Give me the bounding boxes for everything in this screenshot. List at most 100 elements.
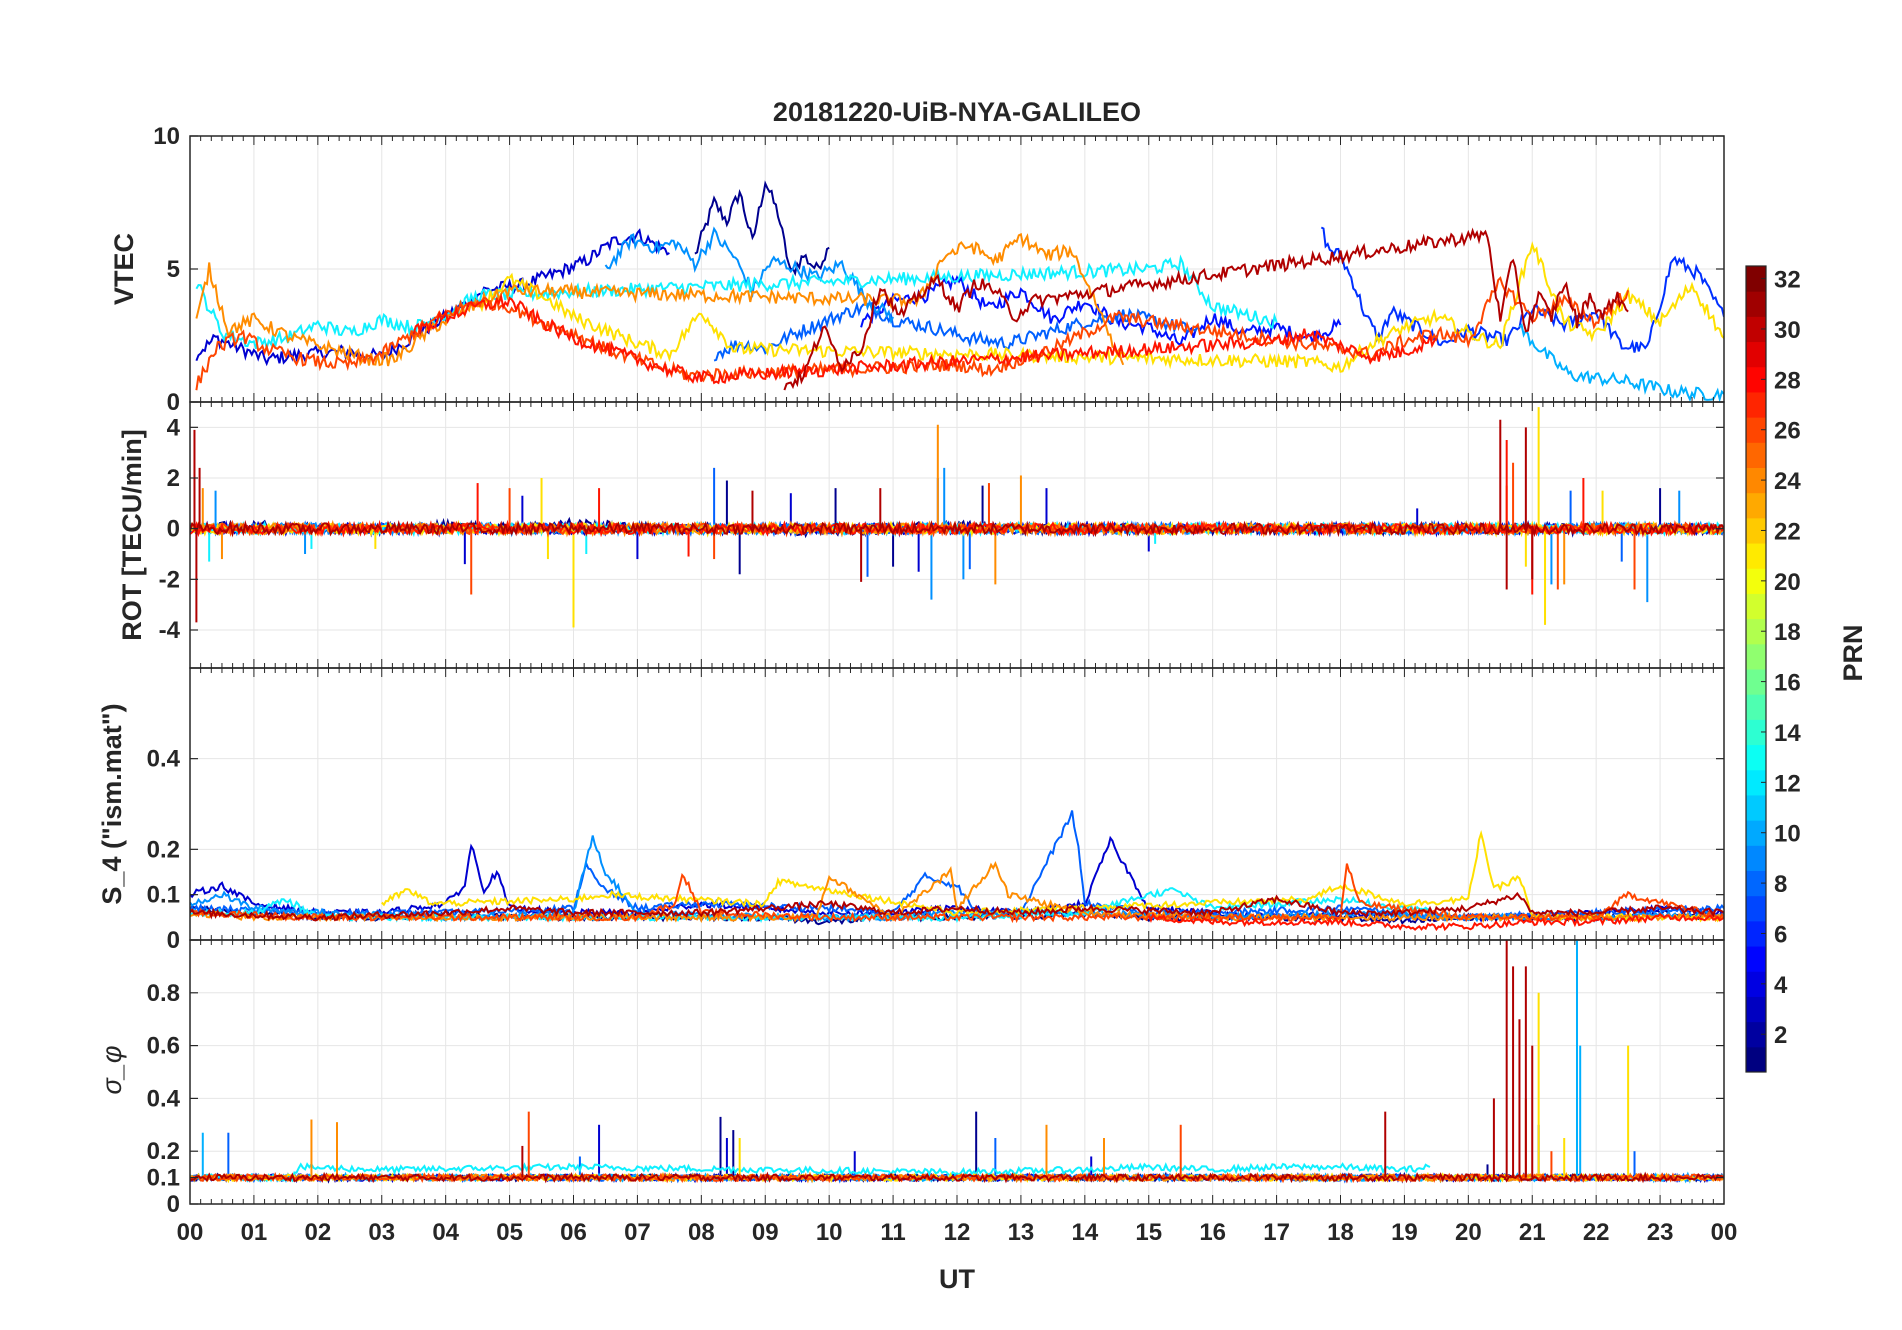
y-tick-label: 0.2 [147,1138,180,1165]
series-line-prn-31 [190,891,1724,922]
colorbar-segment [1746,291,1766,317]
frame-sigma-phi [189,939,1725,1205]
y-label-s4: S_4 ("ism.mat") [97,703,127,904]
colorbar-tick-label: 22 [1774,518,1801,545]
series-line-prn-13 [195,254,1278,352]
y-label-vtec: VTEC [109,233,139,305]
x-tick-label: 02 [304,1219,331,1246]
panel-vtec: 0 5 10 VTEC [109,123,1725,416]
colorbar-segment [1746,568,1766,594]
series-line-prn-13 [190,1162,1431,1183]
colorbar-segment [1746,719,1766,746]
series-line-prn-31 [190,1171,1724,1184]
colorbar-tick-label: 20 [1774,569,1801,596]
colorbar-tick-label: 2 [1774,1022,1787,1049]
x-tick-label: 17 [1263,1219,1290,1246]
colorbar-segment [1746,643,1766,670]
y-tick-label: 0.4 [147,1085,181,1112]
x-axis-label: UT [939,1264,975,1294]
panel-rot: -4 -2 0 2 4 ROT [TECU/min] [117,401,1725,669]
y-tick-label: 0.6 [147,1033,180,1060]
colorbar-segment [1746,946,1766,972]
x-tick-label: 21 [1519,1219,1546,1246]
colorbar-segment [1746,694,1766,720]
x-tick-label: 15 [1135,1219,1162,1246]
x-tick-label: 10 [816,1219,843,1246]
series-vtec [195,180,1724,402]
colorbar-segment [1746,794,1766,821]
y-ticks-vtec: 0 5 10 [153,123,180,416]
colorbar-tick-label: 24 [1774,468,1801,495]
series-s4 [190,810,1724,932]
y-tick-label: 0.8 [147,980,180,1007]
y-tick-label: 0.1 [147,882,180,909]
y-label-rot: ROT [TECU/min] [117,429,147,640]
colorbar-label: PRN [1838,624,1868,681]
colorbar-segment [1746,467,1766,494]
y-tick-label: 0 [167,516,180,543]
colorbar-tick-label: 4 [1774,972,1788,999]
x-tick-label: 14 [1071,1219,1098,1246]
y-label-sigma-phi: σ_φ [97,1046,127,1095]
x-tick-label: 16 [1199,1219,1226,1246]
y-tick-label: 0 [167,389,180,416]
colorbar-segment [1746,895,1766,922]
colorbar-tick-label: 28 [1774,367,1801,394]
x-tick-label: 07 [624,1219,651,1246]
colorbar-frame [1745,265,1767,1073]
colorbar-tick-label: 6 [1774,921,1787,948]
colorbar-segment [1746,971,1766,997]
series-line-prn-8 [713,301,1201,362]
grid-vtec [190,135,1724,403]
y-tick-label: 0 [167,1191,180,1218]
y-tick-label: 10 [153,123,180,150]
y-tick-label: 5 [167,256,180,283]
x-tick-label: 19 [1391,1219,1418,1246]
colorbar-tick-label: 32 [1774,267,1801,294]
y-tick-label: 0.1 [147,1165,180,1192]
colorbar-tick-label: 16 [1774,670,1801,697]
series-line-prn-20 [476,241,1724,374]
series-line-prn-11 [1518,323,1724,402]
x-tick-labels: 00 01 02 03 04 05 06 07 08 09 10 11 12 13 14 15 16 17 18 19… [177,1219,1738,1246]
colorbar-segment [1746,391,1766,418]
colorbar-segment [1746,996,1766,1023]
x-tick-label: 11 [880,1219,905,1246]
y-ticks-s4: 0 0.1 0.2 0.4 [147,746,181,954]
x-tick-label: 08 [688,1219,715,1246]
series-rot [190,407,1724,628]
series-line-prn-2 [694,180,830,277]
colorbar-tick-label: 26 [1774,418,1801,445]
y-ticks-sigma-phi: 00.10.2 0.4 0.6 0.8 [147,980,181,1218]
colorbar-segment [1746,870,1766,897]
x-tick-label: 05 [496,1219,523,1246]
colorbar-segment [1746,920,1766,947]
colorbar-segment [1746,492,1766,519]
colorbar-segment [1746,1046,1766,1073]
y-ticks-rot: -4 -2 0 2 4 [159,414,181,644]
x-tick-label: 23 [1647,1219,1674,1246]
colorbar-segment [1746,845,1766,871]
x-tick-label: 22 [1583,1219,1610,1246]
y-tick-label: -2 [159,566,180,593]
colorbar-tick-label: 30 [1774,317,1801,344]
series-line-prn-26 [195,276,1630,391]
colorbar-tick-label: 14 [1774,720,1801,747]
grid-s4 [190,668,1724,941]
x-tick-label: 00 [1711,1219,1738,1246]
panel-s4: 0 0.1 0.2 0.4 S_4 ("ism.mat") [97,667,1725,954]
colorbar-segment [1746,266,1766,292]
x-tick-label: 01 [241,1219,268,1246]
colorbar-segment [1746,341,1766,368]
colorbar-segment [1746,669,1766,695]
x-tick-label: 09 [752,1219,779,1246]
series-line-prn-28 [1147,912,1724,932]
x-tick-label: 13 [1008,1219,1035,1246]
colorbar-tick-label: 12 [1774,770,1801,797]
colorbar-tick-label: 18 [1774,619,1801,646]
series-line-prn-31 [190,519,1724,538]
colorbar-tick-label: 10 [1774,821,1801,848]
y-tick-label: 0.4 [147,746,181,773]
